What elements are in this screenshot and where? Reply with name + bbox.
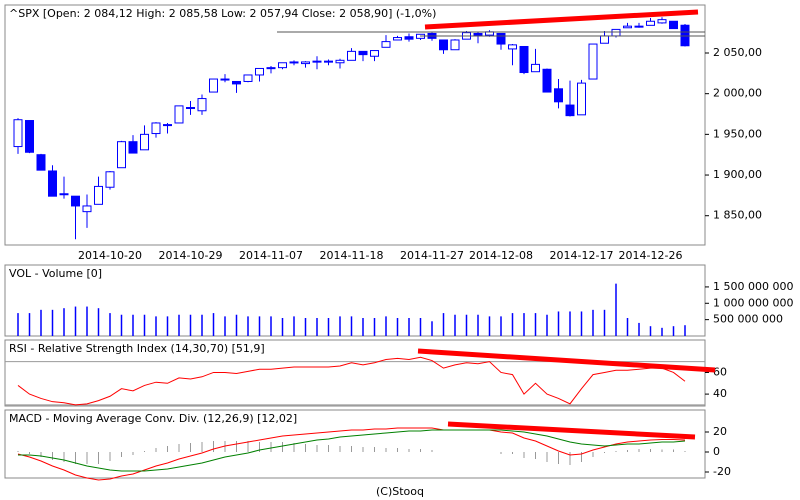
candle-body [36, 154, 46, 171]
candle-body [347, 50, 356, 61]
candle-body [542, 68, 552, 93]
candle-body [439, 39, 448, 51]
candle-body [623, 25, 632, 29]
panel [4, 339, 706, 407]
trend-annotation [424, 9, 699, 30]
trend-annotation [447, 421, 696, 440]
x-tick-label: 2014-10-29 [159, 249, 223, 262]
y-tick-label: 60 [713, 365, 727, 378]
trend-annotation [417, 348, 716, 373]
y-tick-label: 0 [713, 445, 720, 458]
y-tick-label: 500 000 000 [713, 313, 783, 326]
panel [4, 409, 706, 479]
candle-body [473, 32, 483, 36]
candle-body [25, 120, 34, 153]
panel-title: VOL - Volume [0] [9, 267, 102, 280]
candle-body [531, 63, 540, 73]
candle-body [312, 60, 322, 63]
candle-body [186, 107, 195, 110]
candle-body [519, 45, 529, 74]
y-tick-label: 2 000,00 [713, 87, 762, 100]
x-tick-label: 2014-12-17 [550, 249, 614, 262]
candle-body [243, 74, 253, 82]
panel-title: ^SPX [Open: 2 084,12 High: 2 085,58 Low:… [9, 7, 436, 20]
indicator-line [18, 429, 686, 472]
y-tick-label: 20 [713, 425, 727, 438]
y-tick-label: 2 050,00 [713, 46, 762, 59]
candle-body [611, 28, 621, 37]
candle-body [554, 88, 563, 103]
y-tick-label: 40 [713, 387, 727, 400]
candle-body [577, 82, 586, 116]
x-tick-label: 2014-12-08 [469, 249, 533, 262]
indicator-line [17, 356, 686, 406]
y-tick-label: 1 900,00 [713, 168, 762, 181]
panel [4, 4, 706, 246]
candle-body [301, 61, 310, 65]
candle-body [59, 193, 69, 196]
indicator-line [17, 427, 686, 481]
panel-title: MACD - Moving Average Conv. Div. (12,26,… [9, 412, 297, 425]
candle-body [634, 25, 644, 28]
candle-body [600, 35, 609, 44]
candle-body [13, 119, 23, 148]
candle-body [508, 44, 517, 50]
candle-body [105, 171, 115, 188]
candle-body [197, 98, 207, 112]
footer: (C)Stooq [376, 485, 424, 498]
candle-body [289, 61, 299, 64]
candle-body [588, 43, 598, 80]
x-tick-label: 2014-11-07 [239, 249, 303, 262]
candle-body [278, 62, 287, 69]
candle-body [669, 20, 678, 30]
x-tick-label: 2014-12-26 [619, 249, 683, 262]
candle-body [220, 78, 230, 81]
candle-body [140, 133, 149, 151]
candle-body [48, 170, 57, 197]
candle-body [266, 67, 276, 70]
x-tick-label: 2014-11-27 [400, 249, 464, 262]
panel-title: RSI - Relative Strength Index (14,30,70)… [9, 342, 265, 355]
y-tick-label: 1 850,00 [713, 209, 762, 222]
candle-body [128, 141, 138, 154]
candle-body [657, 19, 667, 24]
candle-body [163, 124, 172, 127]
x-tick-label: 2014-11-18 [320, 249, 384, 262]
candle-body [232, 80, 241, 85]
candle-body [255, 67, 264, 76]
candle-body [117, 141, 126, 169]
candle-body [496, 32, 506, 45]
candle-body [82, 205, 92, 213]
candle-body [404, 36, 414, 40]
candle-body [450, 39, 460, 51]
y-tick-label: 1 500 000 000 [713, 280, 793, 293]
y-tick-label: 1 000 000 000 [713, 296, 793, 309]
candle-body [151, 122, 161, 135]
candle-body [71, 195, 80, 207]
candle-body [324, 60, 333, 63]
candle-body [335, 59, 345, 64]
candle-body [370, 50, 379, 57]
candle-body [209, 78, 218, 93]
candle-body [381, 41, 391, 48]
y-tick-label: 1 950,00 [713, 127, 762, 140]
candle-body [358, 50, 368, 56]
candle-body [393, 37, 402, 41]
y-tick-label: -20 [713, 465, 731, 478]
candle-body [174, 105, 184, 124]
candle-body [646, 20, 655, 26]
x-tick-label: 2014-10-20 [78, 249, 142, 262]
candle-body [94, 185, 103, 205]
candle-body [565, 104, 575, 117]
